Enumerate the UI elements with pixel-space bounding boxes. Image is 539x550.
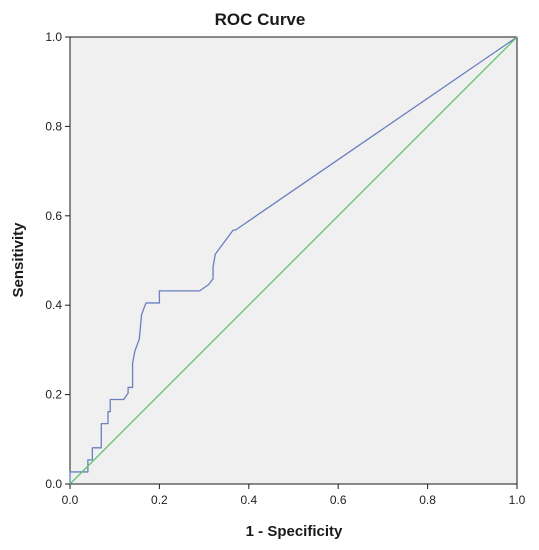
x-tick-label: 0.4 — [240, 493, 257, 507]
y-axis-label: Sensitivity — [10, 222, 27, 298]
y-tick-label: 0.6 — [45, 209, 62, 223]
x-axis-label: 1 - Specificity — [246, 523, 343, 540]
y-tick-label: 0.0 — [45, 477, 62, 491]
y-axis: 0.0 0.2 0.4 0.6 0.8 1.0 — [45, 30, 70, 491]
x-tick-label: 0.2 — [151, 493, 168, 507]
x-tick-label: 0.0 — [62, 493, 79, 507]
reference-diagonal-line — [69, 36, 518, 485]
y-tick-label: 0.2 — [45, 388, 62, 402]
y-tick-label: 0.8 — [45, 119, 62, 133]
y-tick-label: 1.0 — [45, 30, 62, 44]
series-layer — [69, 36, 518, 485]
roc-curve-line — [69, 36, 518, 484]
x-tick-label: 0.8 — [419, 493, 436, 507]
chart-title: ROC Curve — [215, 10, 306, 29]
x-tick-label: 0.6 — [330, 493, 347, 507]
x-tick-label: 1.0 — [509, 493, 526, 507]
x-axis: 0.0 0.2 0.4 0.6 0.8 1.0 — [62, 484, 526, 507]
y-tick-label: 0.4 — [45, 298, 62, 312]
